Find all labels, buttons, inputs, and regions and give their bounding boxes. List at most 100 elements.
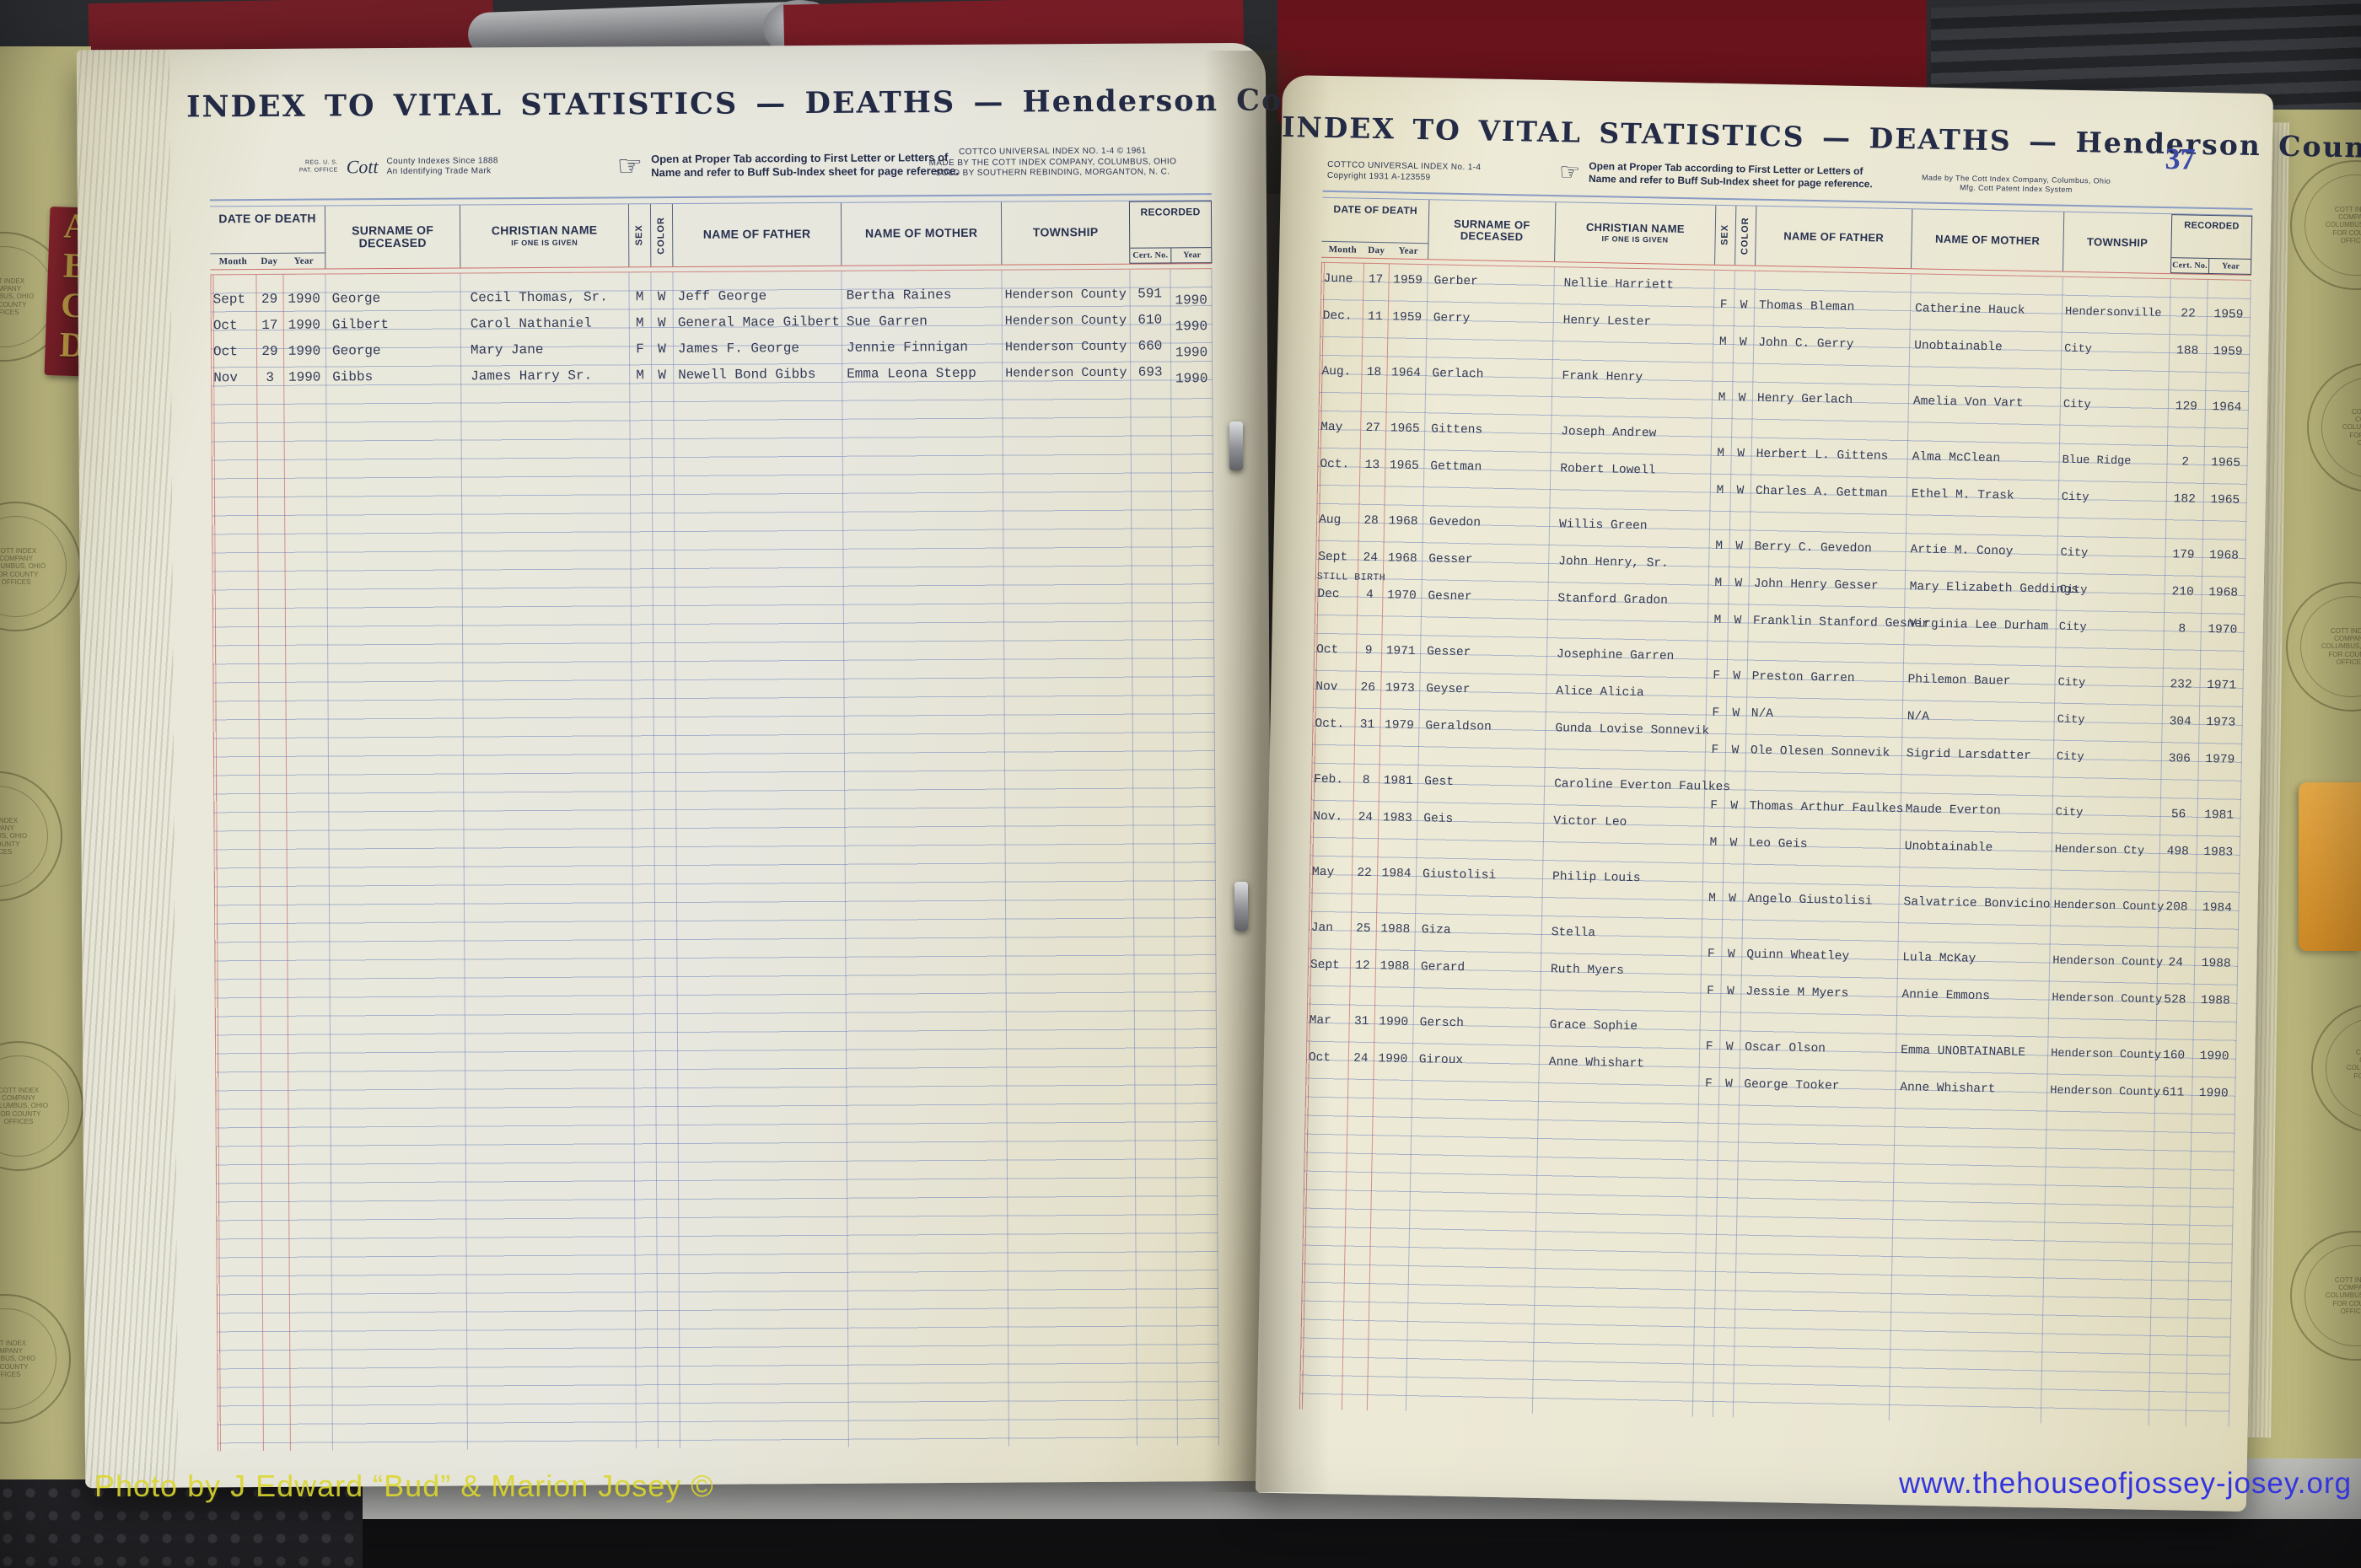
cell-year: 1970 [1386, 588, 1417, 604]
cell-cert-no: 182 [2173, 492, 2196, 507]
cell-father: Angelo Giustolisi [1747, 892, 1873, 909]
ledger-page-left: INDEX TO VITAL STATISTICS — DEATHS — Hen… [76, 42, 1483, 1489]
column-christian-name: CHRISTIAN NAME IF ONE IS GIVEN [1554, 202, 1716, 265]
cell-cert-no: 660 [1137, 338, 1163, 354]
cell-surname: Geraldson [1425, 719, 1492, 734]
cell-year: 1988 [1379, 959, 1410, 974]
death-index-entry: May 22 1984 Giustolisi Philip Louis M W … [1310, 862, 2240, 916]
cell-father: Jeff George [677, 288, 767, 304]
endpaper-stamp: COTT INDEX COMPANY COLUMBUS, OHIO FOR CO… [2286, 582, 2361, 712]
cell-christian-name: Frank Henry [1562, 369, 1643, 385]
instruction-block: ☞ Open at Proper Tab according to First … [1559, 158, 1873, 191]
cell-color: W [1726, 985, 1734, 999]
cell-surname: Gevedon [1428, 515, 1482, 530]
right-page-header: INDEX TO VITAL STATISTICS — DEATHS — Hen… [1282, 110, 2361, 167]
ruled-body: Sept 29 1990 George Cecil Thomas, Sr. M … [210, 269, 1219, 1452]
cell-cert-no: 591 [1137, 286, 1163, 302]
pointing-hand-icon: ☞ [616, 150, 643, 183]
cell-mother: Amelia Von Vart [1912, 395, 2024, 411]
cell-father: Oscar Olson [1745, 1040, 1826, 1056]
cell-year: 1983 [1382, 811, 1412, 825]
endpaper-stamp: COTT INDEX COMPANY COLUMBUS, OHIO FOR CO… [2307, 362, 2361, 492]
cell-year: 1965 [1390, 422, 1420, 437]
cell-color: W [1734, 577, 1743, 591]
cell-father: George Tooker [1744, 1077, 1840, 1093]
column-township: TOWNSHIP [2062, 212, 2172, 274]
cell-father: John Henry Gesser [1753, 577, 1879, 593]
cell-day: 22 [1357, 866, 1372, 881]
cell-christian-name: Mary Jane [470, 341, 544, 358]
cell-mother: Unobtainable [1914, 339, 2003, 355]
cell-christian-name: Philip Louis [1552, 870, 1641, 886]
cell-mother: Jennie Finnigan [846, 339, 969, 356]
edition-note: COTTCO UNIVERSAL INDEX No. 1-4 Copyright… [1327, 160, 1482, 184]
cell-cert-no: 56 [2170, 808, 2186, 822]
subcolumn-day: Day [261, 255, 278, 266]
cell-christian-name: Gunda Lovise Sonnevik [1555, 722, 1710, 738]
column-date-of-death: DATE OF DEATH Month Day Year [210, 207, 325, 270]
typed-entries: Sept 29 1990 George Cecil Thomas, Sr. M … [210, 269, 1213, 387]
typed-entries: June 17 1959 Gerber Nellie Harriett F W … [1305, 263, 2251, 1102]
cell-surname: Gerlach [1432, 367, 1484, 382]
cell-surname: Gittens [1431, 422, 1483, 438]
cell-township: Hendersonville [2064, 305, 2162, 320]
cell-christian-name: Ruth Myers [1550, 963, 1625, 978]
cell-rec-year: 1965 [2210, 493, 2240, 507]
cell-sex: M [1713, 613, 1722, 627]
cell-year: 1990 [288, 291, 320, 307]
death-index-entry: Aug. 18 1964 Gerlach Frank Henry M W Hen… [1319, 361, 2250, 416]
cell-stillbirth-note [1317, 490, 1423, 492]
column-surname: SURNAME OF DECEASED [1428, 200, 1556, 262]
cell-mother: Maude Everton [1905, 803, 2001, 819]
column-father: NAME OF FATHER [671, 202, 842, 267]
cell-day: 31 [1359, 717, 1375, 733]
cell-color: W [657, 289, 666, 305]
cell-father: Thomas Arthur Faulkes [1749, 799, 1904, 817]
cell-surname: Gerber [1433, 274, 1478, 289]
cell-year: 1968 [1388, 514, 1418, 529]
maker-note: Made by The Cott Index Company, Columbus… [1922, 173, 2111, 196]
cell-color: W [1729, 836, 1738, 851]
cell-day: 26 [1360, 680, 1376, 695]
cell-year: 1984 [1381, 867, 1412, 881]
cell-surname: Gilbert [331, 317, 390, 333]
cell-mother: Sigrid Larsdatter [1906, 747, 2031, 764]
cell-sex: M [1718, 335, 1727, 350]
column-christian-name: CHRISTIAN NAME IF ONE IS GIVEN [459, 204, 629, 268]
cell-rec-year: 1965 [2211, 456, 2241, 470]
cell-christian-name: Josephine Garren [1556, 647, 1675, 663]
cell-mother: Annie Emmons [1901, 988, 1990, 1004]
cell-day: 28 [1363, 513, 1379, 529]
cell-mother: Emma UNOBTAINABLE [1901, 1044, 2026, 1060]
cell-sex: M [1716, 483, 1724, 498]
cell-township: City [2059, 583, 2088, 598]
cell-mother: Bertha Raines [846, 287, 952, 303]
cell-day: 24 [1353, 1051, 1369, 1066]
cell-township: Henderson County [2052, 954, 2164, 970]
cell-father: Charles A. Gettman [1755, 484, 1888, 501]
column-color: COLOR [649, 204, 673, 267]
column-township: TOWNSHIP [1000, 201, 1130, 265]
cell-day: 13 [1364, 458, 1380, 473]
cell-color: W [658, 368, 667, 384]
cell-rec-year: 1971 [2206, 679, 2237, 693]
subcolumn-day: Day [1368, 244, 1385, 256]
cell-township: City [2060, 546, 2089, 561]
cell-day: 24 [1358, 810, 1374, 825]
cell-sex: M [635, 289, 644, 305]
cell-cert-no: 232 [2170, 678, 2192, 692]
cell-father: John C. Gerry [1758, 336, 1854, 352]
cell-sex: F [1710, 798, 1718, 813]
cell-surname: George [331, 343, 381, 359]
cell-cert-no: 610 [1137, 312, 1163, 328]
cell-color: W [1733, 669, 1741, 684]
cell-year: 1965 [1389, 459, 1419, 474]
photo-credit-watermark: Photo by J Edward “Bud” & Marion Josey © [94, 1469, 714, 1503]
cell-day: 29 [261, 343, 278, 359]
maker-line: SOLD BY SOUTHERN REBINDING, MORGANTON, N… [935, 167, 1170, 179]
ruled-body: June 17 1959 Gerber Nellie Harriett F W … [1299, 262, 2251, 1427]
column-father: NAME OF FATHER [1755, 206, 1912, 269]
cell-surname: Gettman [1430, 459, 1482, 475]
cell-father: Herbert L. Gittens [1756, 447, 1889, 464]
cell-day: 12 [1355, 959, 1370, 974]
